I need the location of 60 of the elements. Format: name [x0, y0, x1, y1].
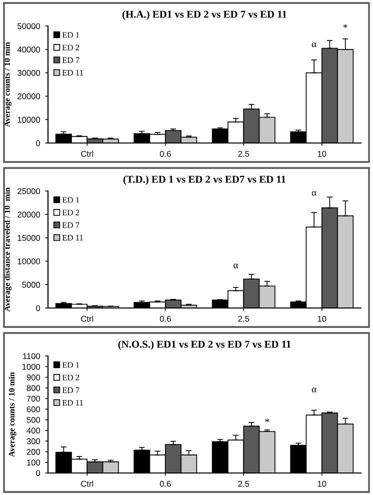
- y-tick-label: 900: [26, 374, 40, 380]
- annotation: α: [312, 388, 316, 392]
- y-tick-label: 0: [36, 470, 40, 476]
- y-tick-label: 25000: [18, 188, 40, 194]
- x-tick-label: Ctrl: [81, 316, 94, 322]
- y-tick-label: 10000: [18, 116, 40, 123]
- legend-label: ED 11: [62, 70, 83, 76]
- x-tick-label: Ctrl: [81, 480, 94, 487]
- y-tick-label: 0: [36, 140, 40, 146]
- x-tick-label: 0.6: [160, 316, 171, 322]
- y-tick-label: 5000: [22, 282, 40, 288]
- legend-label: ED 1: [62, 362, 80, 368]
- y-tick-label: 20000: [18, 93, 40, 100]
- chart-title: (T.D.) ED 1 vs ED 2 vs ED7 vs ED 11: [123, 175, 286, 185]
- annotation: α: [312, 42, 316, 48]
- x-tick-label: 2.5: [238, 150, 250, 157]
- y-tick-label: 15000: [18, 235, 40, 241]
- x-tick-label: 2.5: [238, 316, 250, 322]
- annotation: *: [265, 418, 270, 422]
- y-tick-label: 400: [26, 428, 40, 434]
- y-tick-label: 600: [26, 406, 40, 412]
- y-axis-title: Average distance traveled / 10 min: [4, 187, 12, 312]
- chart-title: (H.A.) ED1 vs ED 2 vs ED 7 vs ED 11: [122, 10, 286, 20]
- annotation: *: [343, 24, 348, 28]
- legend-label: ED 7: [62, 387, 80, 393]
- legend-label: ED 11: [62, 234, 83, 241]
- chart-title: (N.O.S.) ED1 vs ED 2 vs ED 7 vs ED 11: [118, 340, 291, 350]
- y-axis-title: Average counts / 10 min: [8, 372, 16, 457]
- y-tick-label: 1100: [23, 353, 40, 360]
- x-tick-label: 2.5: [238, 480, 250, 487]
- legend-label: ED 1: [62, 32, 80, 38]
- y-axis-title: Average counts / 10 min: [4, 42, 12, 127]
- y-tick-label: 500: [26, 417, 40, 423]
- x-tick-label: 10: [318, 480, 326, 487]
- y-tick-label: 100: [27, 460, 40, 466]
- x-tick-label: Ctrl: [81, 150, 94, 157]
- legend-label: ED 11: [62, 400, 83, 406]
- legend-label: ED 2: [62, 210, 80, 216]
- annotation: α: [312, 191, 316, 196]
- annotation: α: [234, 264, 238, 268]
- y-tick-label: 1000: [22, 364, 40, 370]
- legend-label: ED 2: [62, 44, 80, 50]
- legend-label: ED 7: [62, 222, 80, 228]
- y-tick-label: 0: [36, 305, 40, 312]
- x-tick-label: 0.6: [160, 150, 171, 157]
- y-tick-label: 10000: [18, 258, 40, 264]
- legend-label: ED 7: [62, 57, 80, 63]
- x-tick-label: 10: [318, 150, 326, 157]
- legend-label: ED 1: [62, 197, 80, 203]
- y-tick-label: 700: [26, 396, 40, 402]
- y-tick-label: 300: [26, 438, 40, 444]
- y-tick-label: 30000: [18, 70, 40, 76]
- y-tick-label: 40000: [17, 46, 40, 52]
- y-tick-label: 50000: [18, 23, 40, 30]
- x-tick-label: 0.6: [160, 480, 171, 487]
- y-tick-label: 200: [26, 448, 40, 455]
- legend-label: ED 2: [62, 374, 80, 380]
- x-tick-label: 10: [318, 316, 326, 322]
- y-tick-label: 20000: [18, 212, 40, 218]
- y-tick-label: 800: [26, 385, 40, 392]
